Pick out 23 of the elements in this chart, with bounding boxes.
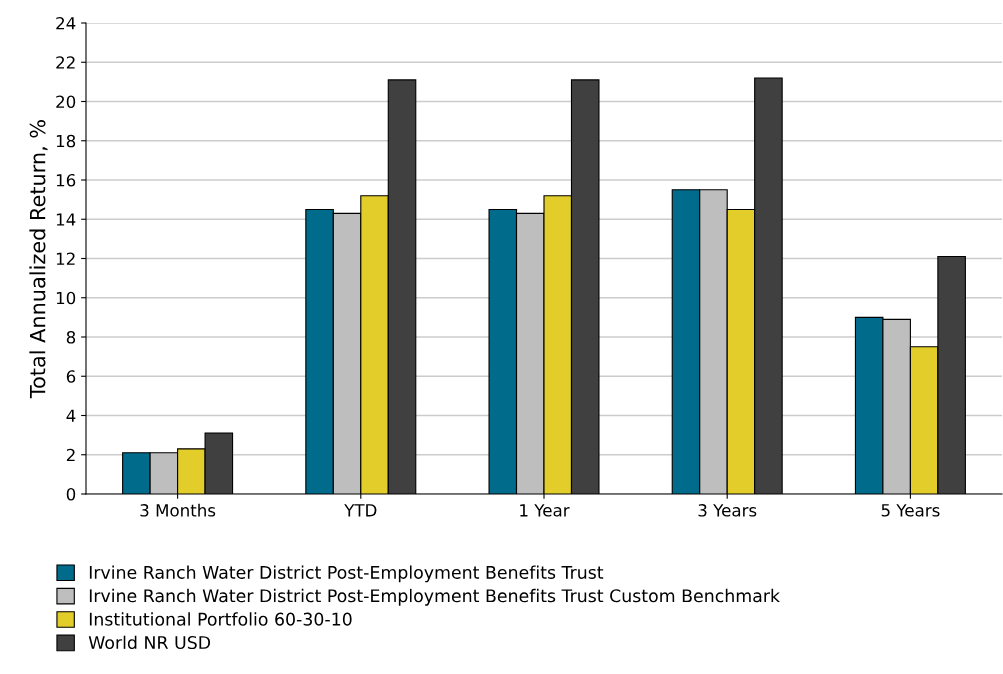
y-tick-label: 22: [56, 56, 75, 69]
y-tick-label: 14: [56, 213, 76, 226]
y-tick-label: 6: [66, 370, 76, 383]
y-tick-label: 20: [56, 95, 76, 109]
legend-label: Irvine Ranch Water District Post-Employment Benefits Trust Custom Benchmark: [89, 588, 780, 606]
y-tick-label: 4: [66, 409, 76, 422]
x-tick-label: 1 Year: [520, 504, 570, 517]
x-tick-label: 3 Years: [698, 504, 757, 517]
y-tick-label: 24: [56, 16, 76, 30]
y-axis-title: Total Annualized Return, %: [29, 120, 48, 399]
y-tick-label: 16: [56, 173, 76, 187]
x-tick-label: YTD: [344, 504, 377, 517]
y-tick-label: 12: [56, 252, 75, 265]
legend-label: Institutional Portfolio 60-30-10: [89, 612, 352, 626]
x-tick-label: 3 Months: [140, 503, 216, 517]
y-tick-label: 2: [66, 448, 75, 462]
legend-label: Irvine Ranch Water District Post-Employment Benefits Trust: [89, 565, 604, 583]
legend-label: World NR USD: [88, 635, 211, 650]
y-tick-label: 18: [56, 134, 76, 148]
y-tick-label: 8: [66, 330, 76, 344]
x-tick-label: 5 Years: [881, 504, 940, 517]
y-tick-label: 10: [56, 291, 76, 305]
y-tick-label: 0: [66, 487, 76, 501]
